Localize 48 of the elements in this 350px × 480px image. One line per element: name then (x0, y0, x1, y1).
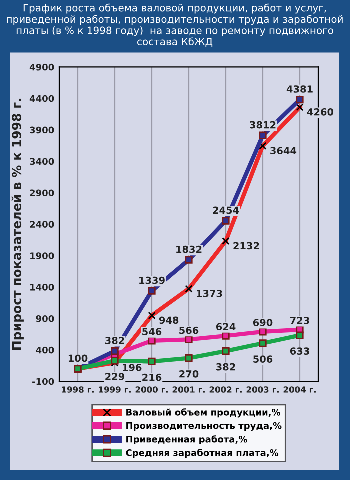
data-label: 546 (142, 328, 162, 336)
legend-label: Производительность труда,% (126, 422, 282, 432)
y-tick-label: 3400 (30, 158, 54, 166)
data-label: 948 (159, 316, 179, 324)
data-label: 216 (142, 374, 162, 382)
data-label: 2132 (234, 242, 260, 250)
x-tick-label: 2000 г. (136, 386, 168, 393)
y-tick-label: 1900 (30, 252, 54, 260)
y-axis-title: Прирост показателей в % к 1998 г. (12, 98, 24, 350)
data-label: 4381 (286, 86, 313, 93)
data-label: 506 (254, 356, 273, 363)
x-tick-label: 2002 г. (210, 386, 242, 393)
data-label: 690 (253, 319, 273, 326)
data-label: 382 (106, 337, 124, 344)
x-tick-label: 2001 г. (172, 386, 205, 393)
data-label: 229 (106, 373, 125, 380)
data-label: 624 (216, 323, 236, 331)
legend-label: Валовый объем продукции,% (126, 408, 281, 418)
y-tick-label: 400 (36, 346, 54, 354)
y-tick-label: 2900 (30, 190, 54, 197)
x-tick-label: 1999 г. (99, 386, 131, 393)
y-tick-label: -100 (32, 378, 54, 386)
data-label: 100 (68, 354, 88, 362)
y-tick-label: 1400 (30, 284, 54, 291)
data-label: 3812 (250, 121, 276, 129)
data-label: 3644 (270, 147, 297, 155)
data-label: 1339 (140, 276, 165, 284)
y-tick-label: 4400 (30, 95, 54, 102)
x-tick-label: 2004 г. (284, 386, 316, 393)
x-tick-label: 2003 г. (246, 386, 279, 393)
data-label: 1832 (176, 246, 202, 254)
x-tick-label: 1998 г. (62, 386, 94, 393)
data-label: 566 (180, 326, 199, 334)
data-label: 196 (123, 364, 142, 372)
chart-title: График роста объема валовой продукции, работ и услуг, приведенной работы, производительности труда и заработной платы (в % к 1998 году) на заводе по ремонту подвижного состава КбЖД (7, 4, 343, 47)
y-tick-label: 900 (36, 315, 54, 322)
data-label: 723 (290, 316, 310, 324)
y-tick-label: 4900 (30, 64, 54, 71)
legend-label: Средняя заработная плата,% (126, 449, 279, 458)
data-label: 4260 (307, 108, 334, 116)
y-tick-label: 2400 (30, 221, 54, 228)
data-label: 1373 (197, 290, 222, 298)
data-label: 633 (290, 348, 310, 355)
data-label: 382 (216, 363, 236, 371)
y-tick-label: 3900 (30, 126, 54, 134)
data-label: 2454 (213, 206, 240, 214)
legend-label: Приведенная работа,% (126, 436, 248, 445)
data-label: 270 (180, 370, 199, 378)
